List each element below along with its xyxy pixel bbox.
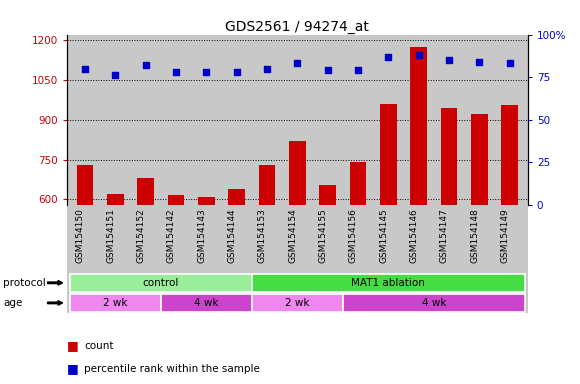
Title: GDS2561 / 94274_at: GDS2561 / 94274_at [225, 20, 369, 33]
Text: GSM154142: GSM154142 [167, 208, 176, 263]
Bar [259, 165, 276, 205]
Text: GSM154143: GSM154143 [197, 208, 206, 263]
Point [444, 57, 454, 63]
Bar [350, 162, 366, 205]
Point [353, 67, 362, 73]
Bar [343, 294, 525, 312]
Text: ■: ■ [67, 362, 78, 375]
Text: GSM154156: GSM154156 [349, 208, 358, 263]
Text: GSM154144: GSM154144 [227, 208, 237, 263]
Bar [168, 195, 184, 205]
Text: age: age [3, 298, 22, 308]
Text: 2 wk: 2 wk [285, 298, 310, 308]
Point [474, 59, 484, 65]
Text: 2 wk: 2 wk [103, 298, 128, 308]
Bar [252, 273, 525, 292]
Point [383, 54, 393, 60]
Text: 4 wk: 4 wk [194, 298, 219, 308]
Bar [161, 294, 252, 312]
Text: protocol: protocol [3, 278, 46, 288]
Bar [319, 185, 336, 205]
Point [262, 66, 271, 72]
Point [111, 72, 120, 78]
Bar [289, 141, 306, 205]
Text: GSM154150: GSM154150 [76, 208, 85, 263]
Text: 4 wk: 4 wk [422, 298, 446, 308]
Point [202, 69, 211, 75]
Bar [137, 178, 154, 205]
Bar [70, 273, 252, 292]
Text: ■: ■ [67, 339, 78, 352]
Text: percentile rank within the sample: percentile rank within the sample [84, 364, 260, 374]
Bar [229, 189, 245, 205]
Text: MAT1 ablation: MAT1 ablation [351, 278, 425, 288]
Text: GSM154155: GSM154155 [318, 208, 328, 263]
Point [232, 69, 241, 75]
Text: GSM154151: GSM154151 [106, 208, 115, 263]
Text: control: control [143, 278, 179, 288]
Bar [380, 104, 397, 205]
Text: count: count [84, 341, 114, 351]
Bar [198, 197, 215, 205]
Text: GSM154145: GSM154145 [379, 208, 388, 263]
Text: GSM154149: GSM154149 [501, 208, 510, 263]
Point [141, 62, 150, 68]
Text: GSM154152: GSM154152 [136, 208, 146, 263]
Bar [70, 294, 161, 312]
Point [414, 52, 423, 58]
Text: GSM154153: GSM154153 [258, 208, 267, 263]
Bar [252, 294, 343, 312]
Text: GSM154146: GSM154146 [409, 208, 419, 263]
Point [171, 69, 180, 75]
Point [80, 66, 89, 72]
Bar [471, 114, 488, 205]
Point [292, 60, 302, 66]
Bar [441, 108, 457, 205]
Bar [410, 46, 427, 205]
Text: GSM154147: GSM154147 [440, 208, 449, 263]
Text: GSM154154: GSM154154 [288, 208, 297, 263]
Text: GSM154148: GSM154148 [470, 208, 479, 263]
Point [323, 67, 332, 73]
Bar [77, 165, 93, 205]
Point [505, 60, 514, 66]
Bar [501, 105, 518, 205]
Bar [107, 194, 124, 205]
